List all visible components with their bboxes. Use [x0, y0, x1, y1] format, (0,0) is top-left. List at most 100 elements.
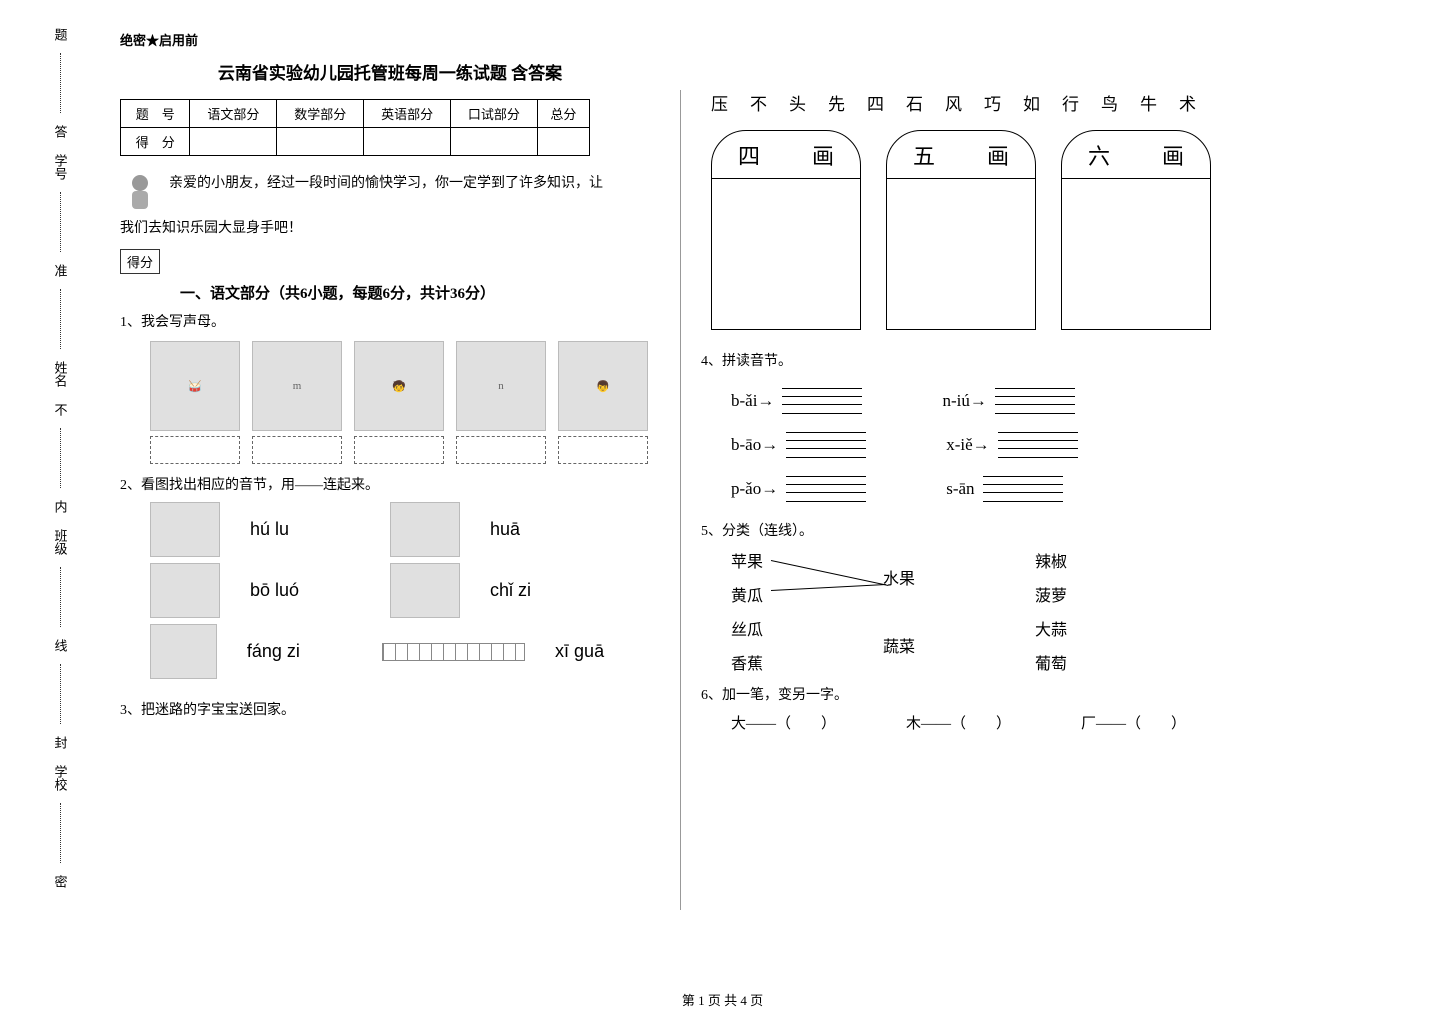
pinyin-text: b-ǎi→	[731, 391, 774, 411]
question-3: 3、把迷路的字宝宝送回家。	[120, 699, 660, 719]
q6-row: 大——（ ） 木——（ ） 厂——（ ）	[701, 712, 1241, 733]
class-category: 蔬菜	[883, 633, 915, 657]
table-cell: 得 分	[121, 128, 190, 156]
stroke-num: 六	[1088, 139, 1110, 171]
pinyin-item: x-iě→	[946, 432, 1077, 458]
pinyin-text: s-ān	[946, 479, 974, 499]
answer-blank[interactable]	[150, 436, 240, 464]
pinyin-row: b-ǎi→ n-iú→	[731, 388, 1241, 414]
four-line-blank[interactable]	[998, 432, 1078, 458]
char: 四	[867, 90, 884, 115]
dotted-line	[60, 192, 61, 252]
four-line-blank[interactable]	[786, 476, 866, 502]
sidebar-label: 答	[51, 125, 70, 138]
class-item: 辣椒	[1035, 548, 1067, 572]
class-col-mid: 水果 蔬菜	[883, 548, 915, 674]
table-cell: 英语部分	[364, 100, 451, 128]
stroke-label: 画	[812, 139, 834, 171]
confidential-label: 绝密★启用前	[120, 30, 660, 49]
class-item: 葡萄	[1035, 650, 1067, 674]
char: 压	[711, 90, 728, 115]
image-placeholder	[390, 563, 460, 618]
image-placeholder: n	[456, 341, 546, 431]
stroke-box-row: 四 画 五 画 六 画	[701, 130, 1241, 330]
stroke-label: 画	[1162, 139, 1184, 171]
char: 石	[906, 90, 923, 115]
question-2: 2、看图找出相应的音节，用——连起来。	[120, 474, 660, 494]
four-line-blank[interactable]	[782, 388, 862, 414]
char: 不	[750, 90, 767, 115]
pinyin-text: p-ǎo→	[731, 479, 778, 499]
question-4: 4、拼读音节。	[701, 350, 1241, 370]
pinyin-text: x-iě→	[946, 435, 989, 455]
sidebar-label: 密	[51, 875, 70, 888]
dotted-line	[60, 803, 61, 863]
class-item: 丝瓜	[731, 616, 763, 640]
image-placeholder	[390, 502, 460, 557]
q6-item: 厂——（ ）	[1081, 712, 1186, 733]
pinyin-text: n-iú→	[942, 391, 986, 411]
stroke-box-4: 四 画	[711, 130, 861, 330]
table-cell: 语文部分	[190, 100, 277, 128]
table-cell	[190, 128, 277, 156]
exam-title: 云南省实验幼儿园托管班每周一练试题 含答案	[120, 59, 660, 84]
dotted-line	[60, 289, 61, 349]
question-6: 6、加一笔，变另一字。	[701, 684, 1241, 704]
pinyin-label: xī guā	[555, 641, 660, 662]
q1-image-row: 🥁 m 🧒 n 👦	[150, 341, 660, 431]
four-line-blank[interactable]	[786, 432, 866, 458]
pinyin-row: p-ǎo→ s-ān	[731, 476, 1241, 502]
table-cell	[451, 128, 538, 156]
pinyin-item: n-iú→	[942, 388, 1074, 414]
sidebar-label: 不	[51, 403, 70, 416]
intro-block: 亲爱的小朋友，经过一段时间的愉快学习，你一定学到了许多知识，让 我们去知识乐园大…	[120, 171, 660, 241]
pinyin-item: b-ǎi→	[731, 388, 862, 414]
stroke-num: 五	[913, 139, 935, 171]
class-category: 水果	[883, 565, 915, 589]
char: 先	[828, 90, 845, 115]
answer-blank[interactable]	[252, 436, 342, 464]
image-placeholder: 👦	[558, 341, 648, 431]
class-item: 大蒜	[1035, 616, 1067, 640]
stroke-box-6: 六 画	[1061, 130, 1211, 330]
four-line-blank[interactable]	[995, 388, 1075, 414]
sidebar-label: 内	[51, 500, 70, 513]
binding-sidebar: 题 答 学号 准 姓名 不 内 班级 线 封 学校 密	[30, 20, 90, 920]
table-row: 得 分	[121, 128, 590, 156]
image-placeholder: 🧒	[354, 341, 444, 431]
question-5: 5、分类（连线）。	[701, 520, 1241, 540]
q1-blank-row	[150, 436, 660, 464]
pinyin-item: b-āo→	[731, 432, 866, 458]
connection-line	[771, 560, 889, 586]
image-placeholder: m	[252, 341, 342, 431]
pinyin-row: b-āo→ x-iě→	[731, 432, 1241, 458]
dotted-line	[60, 567, 61, 627]
q6-item: 木——（ ）	[906, 712, 1011, 733]
answer-blank[interactable]	[558, 436, 648, 464]
table-cell: 数学部分	[277, 100, 364, 128]
page-container: 绝密★启用前 云南省实验幼儿园托管班每周一练试题 含答案 题 号 语文部分 数学…	[100, 20, 1400, 980]
q2-row: bō luó chǐ zi	[150, 563, 660, 618]
class-col-right: 辣椒 菠萝 大蒜 葡萄	[1035, 548, 1067, 674]
four-line-blank[interactable]	[983, 476, 1063, 502]
sidebar-label: 封	[51, 736, 70, 749]
answer-blank[interactable]	[456, 436, 546, 464]
stroke-num: 四	[738, 139, 760, 171]
intro-text: 我们去知识乐园大显身手吧！	[120, 216, 660, 241]
image-placeholder	[150, 502, 220, 557]
sidebar-label: 线	[51, 639, 70, 652]
table-cell	[364, 128, 451, 156]
pinyin-label: fáng zi	[247, 641, 352, 662]
q2-row: hú lu huā	[150, 502, 660, 557]
image-placeholder	[150, 624, 217, 679]
table-cell	[537, 128, 589, 156]
q2-container: hú lu huā bō luó chǐ zi fáng zi xī guā	[150, 502, 660, 679]
image-placeholder: 🥁	[150, 341, 240, 431]
stroke-header: 五 画	[887, 131, 1035, 179]
sidebar-label: 学号	[51, 154, 70, 180]
table-cell	[277, 128, 364, 156]
char: 风	[945, 90, 962, 115]
sidebar-label: 题	[51, 28, 70, 41]
char: 如	[1023, 90, 1040, 115]
answer-blank[interactable]	[354, 436, 444, 464]
